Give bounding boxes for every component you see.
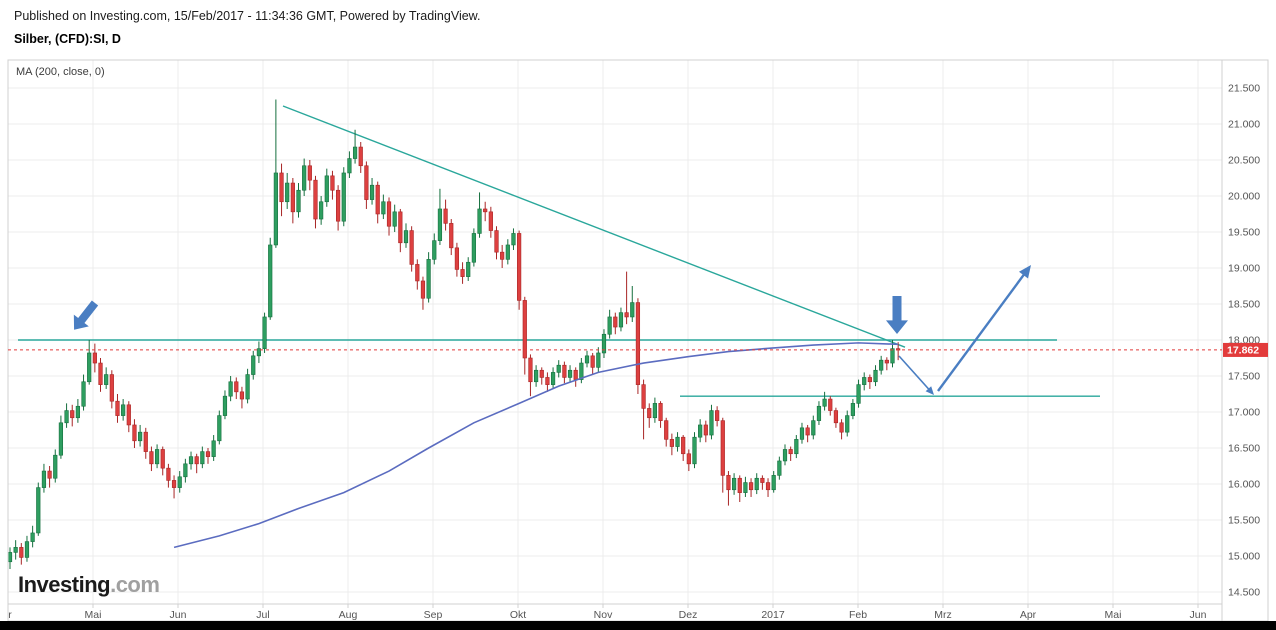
time-tick-label: Sep [424,609,443,621]
price-tick-label: 17.500 [1228,371,1260,383]
price-tick-label: 20.500 [1228,155,1260,167]
price-tick-label: 16.000 [1228,479,1260,491]
time-tick-label: Apr [1020,609,1037,621]
published-line: Published on Investing.com, 15/Feb/2017 … [14,9,481,23]
time-tick-label: Nov [594,609,613,621]
signal-down-arrow-feb[interactable] [886,296,908,334]
time-tick-label: Aug [339,609,358,621]
price-tick-label: 21.000 [1228,119,1260,131]
current-price-tag [1223,342,1268,357]
price-tick-label: 21.500 [1228,83,1260,95]
time-tick-label: Mai [85,609,102,621]
price-tick-label: 15.500 [1228,515,1260,527]
projected-rally-arrow[interactable] [937,265,1031,392]
time-tick-label: Okt [510,609,526,621]
descending-trendline[interactable] [282,105,906,348]
price-tick-label: 17.000 [1228,407,1260,419]
current-price-marker: 17.862 [8,342,1268,357]
time-tick-label: Jun [170,609,187,621]
support-resistance-lines [18,105,1100,397]
price-tick-label: 20.000 [1228,191,1260,203]
ma200-line[interactable] [173,342,899,549]
current-price-value: 17.862 [1227,344,1259,356]
ma-indicator-label: MA (200, close, 0) [16,66,105,78]
investing-wordmark-com: .com [110,572,160,597]
annotation-arrows [67,265,1031,395]
investing-logo-watermark: Investing.com [18,572,160,598]
pullback-to-support-arrow[interactable] [898,355,934,395]
price-axis-labels: 21.500 21.000 20.500 20.000 19.500 19.000 18.5… [1228,83,1260,599]
time-axis-labels: r Mai Jun Jul Aug Sep Okt Nov Dez 2017 Feb Mrz Apr Ma… [7,604,1207,621]
chart-title: Silber, (CFD):SI, D [14,32,121,46]
time-tick-label: Dez [679,609,698,621]
time-tick-label: 2017 [761,609,785,621]
time-tick-label: Mrz [934,609,952,621]
time-tick-label: r [8,609,12,621]
time-tick-label: Jul [256,609,269,621]
investing-wordmark-bold: Investing [18,572,111,597]
bottom-bar [0,621,1276,630]
time-tick-label: Mai [1105,609,1122,621]
candlesticks [7,99,901,569]
ma200 [173,342,899,549]
price-tick-label: 15.000 [1228,551,1260,563]
signal-down-arrow-may[interactable] [67,297,103,335]
price-tick-label: 16.500 [1228,443,1260,455]
price-tick-label: 18.500 [1228,299,1260,311]
time-tick-label: Jun [1190,609,1207,621]
price-tick-label: 19.500 [1228,227,1260,239]
time-tick-label: Feb [849,609,867,621]
price-tick-label: 19.000 [1228,263,1260,275]
price-tick-label: 14.500 [1228,587,1260,599]
